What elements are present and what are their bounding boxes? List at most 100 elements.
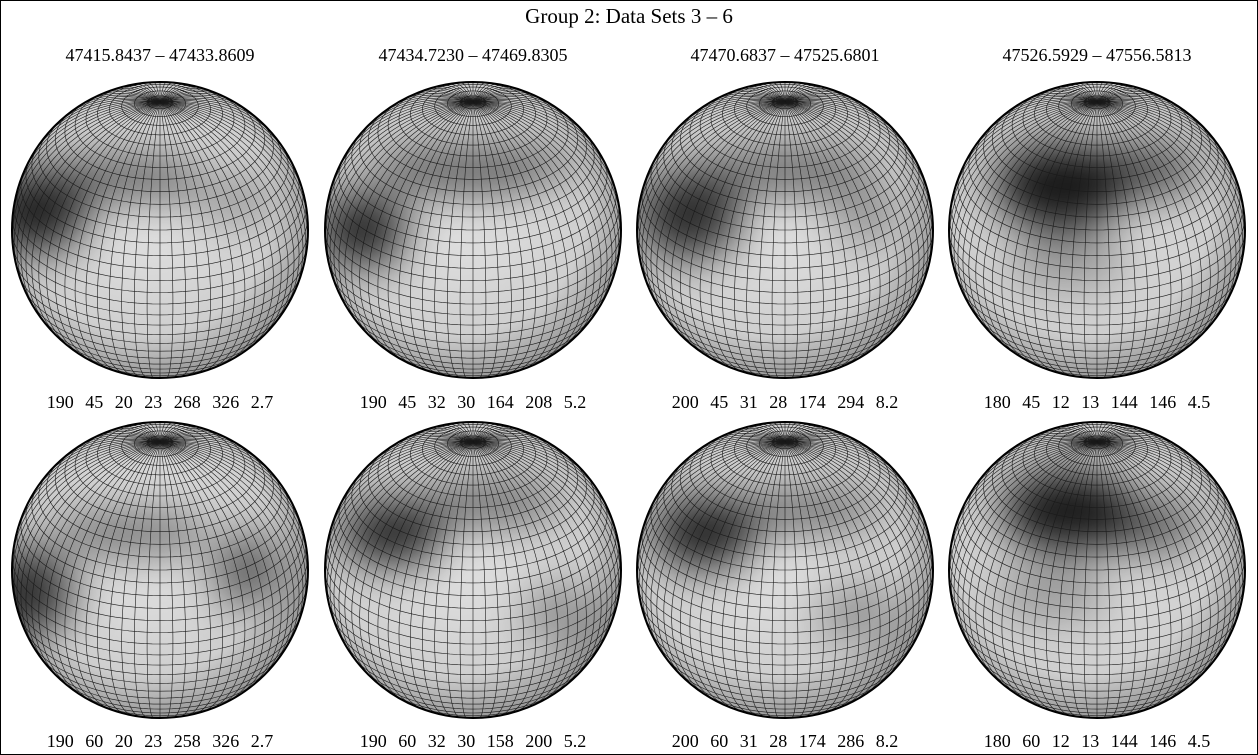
grid-line [710, 101, 786, 372]
grid-line [1096, 101, 1241, 300]
grid-line [950, 203, 1098, 281]
grid-line [38, 101, 161, 348]
grid-line [472, 101, 500, 378]
grid-line [784, 85, 817, 103]
grid-line [784, 543, 932, 621]
grid-line [975, 101, 1098, 348]
grid-line [679, 101, 786, 361]
grid-line [159, 441, 256, 706]
grid-line [338, 291, 474, 344]
grid-line [784, 101, 932, 276]
grid-line [656, 441, 786, 680]
grid-line [1096, 427, 1144, 443]
grid-line [784, 584, 933, 656]
grid-line [977, 316, 1098, 359]
grid-line [784, 440, 924, 519]
grid-line [657, 440, 786, 495]
grid-line [159, 439, 277, 480]
grid-line [159, 158, 295, 244]
grid-line [636, 441, 786, 564]
grid-line [638, 543, 786, 621]
grid-line [472, 441, 608, 671]
grid-line [1096, 440, 1236, 519]
grid-line [387, 441, 474, 710]
grid-line [367, 450, 474, 532]
grid-line [159, 101, 306, 204]
grid-line [472, 432, 545, 443]
grid-line [1096, 101, 1172, 372]
surface-map [948, 81, 1246, 379]
grid-line [991, 450, 1098, 532]
grid-line [1096, 101, 1183, 370]
grid-line [784, 498, 920, 584]
grid-line [1025, 92, 1098, 103]
grid-line [1096, 656, 1217, 699]
grid-line [679, 441, 786, 701]
grid-line [472, 498, 608, 584]
grid-line [1096, 441, 1111, 718]
grid-line [97, 101, 161, 375]
grid-line [784, 441, 799, 718]
grid-line [159, 101, 307, 276]
grid-line [472, 110, 579, 192]
grid-line [31, 441, 161, 680]
grid-line [20, 441, 161, 657]
grid-line [991, 110, 1098, 192]
spots [651, 488, 904, 645]
grid-line [38, 441, 161, 688]
grid-line [159, 543, 307, 621]
grid-line [679, 450, 786, 532]
grid-line [784, 244, 933, 316]
grid-line [21, 100, 161, 179]
grid-line [472, 101, 579, 361]
panel-caption: 190 60 32 30 158 200 5.2 [360, 731, 587, 751]
grid-line [326, 543, 474, 621]
grid-line [159, 101, 309, 231]
grid-line [784, 97, 890, 126]
grid-line [159, 441, 186, 718]
grid-line [962, 631, 1098, 684]
grid-line [472, 121, 587, 205]
grid-line [472, 439, 590, 480]
grid-line [1096, 441, 1232, 671]
grid-line [338, 441, 474, 671]
grid-line [713, 92, 786, 103]
grid-line [784, 441, 907, 688]
grid-line [977, 656, 1098, 699]
grid-line [771, 441, 786, 718]
grid-line [401, 432, 474, 443]
grid-line [1096, 100, 1225, 155]
grid-line [472, 101, 608, 331]
grid-line [784, 441, 848, 715]
grid-line [663, 134, 786, 218]
grid-line [1096, 441, 1244, 616]
grid-line [159, 614, 302, 675]
grid-line [1096, 441, 1160, 715]
grid-line [1011, 441, 1098, 710]
grid-line [1096, 316, 1217, 359]
limb [324, 421, 622, 719]
grid-line [46, 121, 161, 205]
grid-line [327, 441, 474, 544]
grid-line [1096, 274, 1239, 335]
grid-line [21, 440, 161, 519]
grid-line [1096, 441, 1172, 712]
grid-line [459, 101, 474, 378]
grid-line [1096, 439, 1214, 480]
grid-line [159, 441, 266, 701]
grid-line [159, 121, 274, 205]
grid-line [784, 101, 925, 317]
surface-map [11, 421, 309, 719]
grid-line [1096, 134, 1219, 218]
grid-line [333, 101, 474, 317]
grid-line [422, 101, 474, 376]
surface-map [11, 81, 309, 379]
spot [524, 584, 599, 645]
grid-line [64, 101, 161, 366]
grid-line [1096, 441, 1226, 680]
grid-line [643, 274, 786, 335]
grid-line [1096, 441, 1243, 544]
grid-line [663, 441, 786, 688]
grid-line [472, 101, 595, 348]
grid-line [434, 101, 474, 377]
